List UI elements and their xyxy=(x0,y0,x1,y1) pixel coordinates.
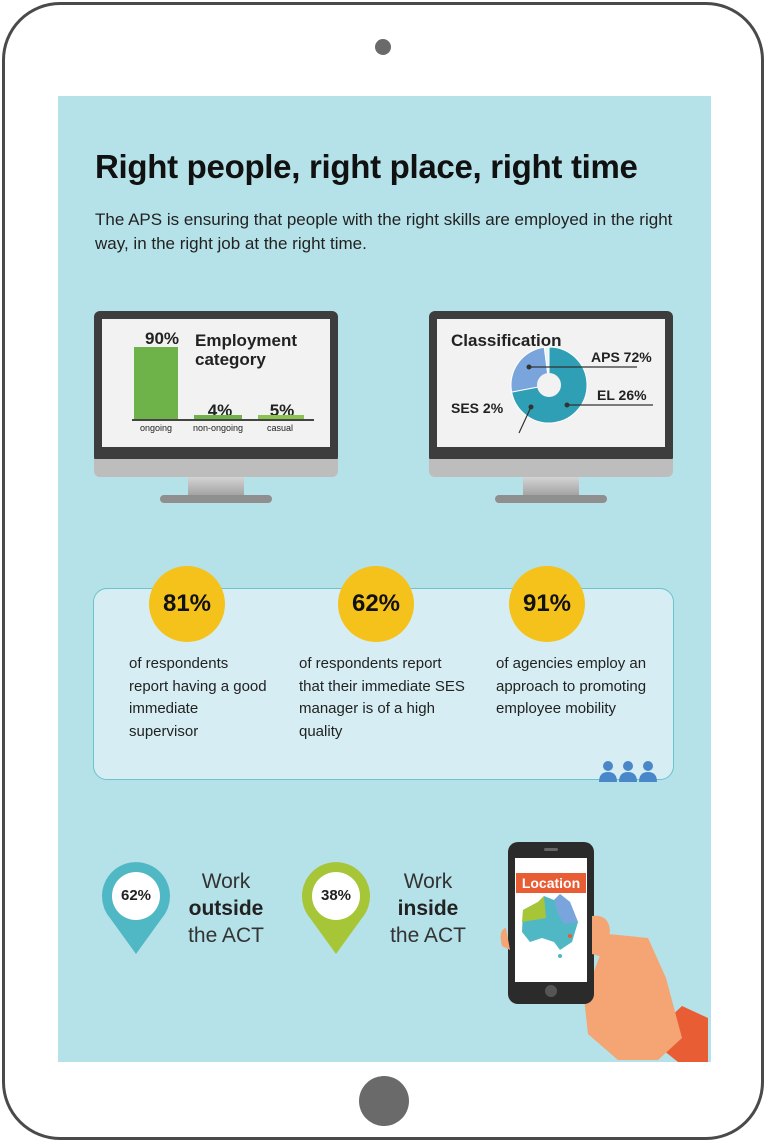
pin-value-inside: 38% xyxy=(320,887,352,904)
stat-text-3: of agencies employ an approach to promot… xyxy=(496,655,647,717)
employment-monitor: Employment category 90% 4% 5% ongoing no… xyxy=(94,311,338,507)
outside-line-2: outside xyxy=(188,897,264,920)
pin-value-outside: 62% xyxy=(120,887,152,904)
bar-value-ongoing: 90% xyxy=(144,329,180,348)
classification-chart: Classification APS 72% EL 26% SES 2% xyxy=(437,319,665,447)
outside-line-3: the ACT xyxy=(188,924,264,947)
location-inside-text: Work inside the ACT xyxy=(378,868,478,949)
outside-line-1: Work xyxy=(201,870,251,893)
map-pin-outside-icon xyxy=(102,862,170,954)
stat-text-1: of respondents report having a good imme… xyxy=(129,655,267,740)
infographic-screen: Right people, right place, right time Th… xyxy=(58,96,711,1062)
pie-label-ses: SES 2% xyxy=(451,400,504,416)
stat-text-2: of respondents report that their immedia… xyxy=(299,655,465,740)
stat-badge-1: 81% xyxy=(149,566,225,642)
chart-baseline xyxy=(132,419,314,421)
bar-label-casual: casual xyxy=(266,423,293,433)
phone-hand-illustration xyxy=(500,842,708,1062)
home-button[interactable] xyxy=(359,1076,409,1126)
bar-label-ongoing: ongoing xyxy=(139,423,173,433)
inside-line-2: inside xyxy=(397,897,459,920)
employment-chart: Employment category 90% 4% 5% ongoing no… xyxy=(102,319,330,447)
pie-hole xyxy=(537,373,561,397)
stat-badge-3: 91% xyxy=(509,566,585,642)
people-icon xyxy=(599,761,657,782)
map-pin-inside-icon xyxy=(302,862,370,954)
inside-line-1: Work xyxy=(403,870,453,893)
inside-line-3: the ACT xyxy=(390,924,466,947)
classification-monitor: Classification APS 72% EL 26% SES 2% xyxy=(429,311,673,507)
location-outside-text: Work outside the ACT xyxy=(176,868,276,949)
page-title: Right people, right place, right time xyxy=(95,148,638,185)
bar-ongoing xyxy=(134,347,178,419)
camera-icon xyxy=(375,39,391,55)
pie-label-aps: APS 72% xyxy=(591,349,652,365)
phone-location-label: Location xyxy=(516,873,586,893)
classification-title: Classification xyxy=(451,331,562,350)
pie-label-el: EL 26% xyxy=(597,387,647,403)
pie-chart xyxy=(510,346,653,434)
bar-non-ongoing xyxy=(194,415,242,419)
bar-label-non-ongoing: non-ongoing xyxy=(192,423,244,433)
stat-badge-2: 62% xyxy=(338,566,414,642)
intro-text: The APS is ensuring that people with the… xyxy=(95,210,673,253)
bar-casual xyxy=(258,415,304,419)
employment-title: Employment category xyxy=(195,331,298,369)
